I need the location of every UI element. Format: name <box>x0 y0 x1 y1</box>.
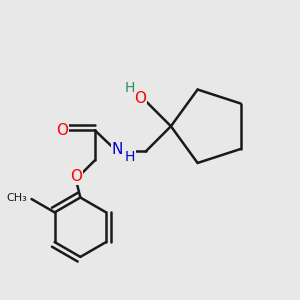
Text: O: O <box>70 169 82 184</box>
Text: H: H <box>124 150 135 164</box>
Text: CH₃: CH₃ <box>6 194 27 203</box>
Text: O: O <box>134 91 146 106</box>
Text: N: N <box>112 142 123 158</box>
Text: O: O <box>56 123 68 138</box>
Text: H: H <box>124 81 135 95</box>
